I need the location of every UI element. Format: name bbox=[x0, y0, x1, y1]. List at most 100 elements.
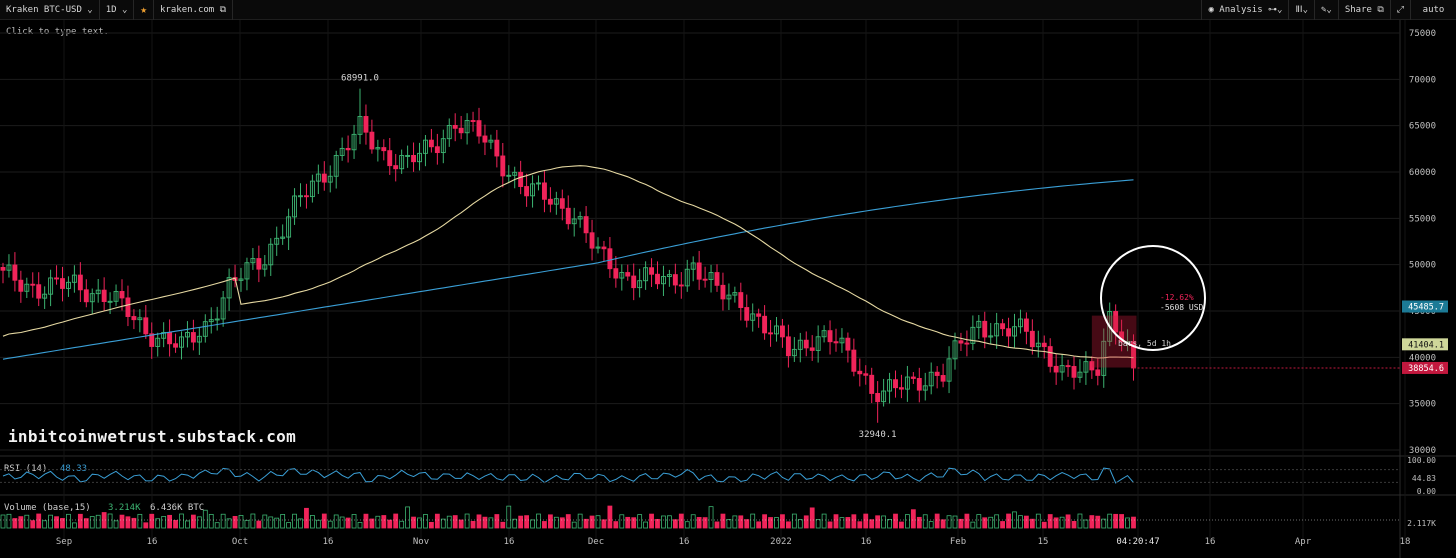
volume-bar bbox=[375, 515, 381, 529]
volume-bar bbox=[393, 513, 399, 529]
measure-pct: -12.62% bbox=[1160, 293, 1194, 302]
volume-bar bbox=[494, 514, 500, 529]
volume-bar bbox=[708, 506, 714, 529]
candle-body bbox=[327, 175, 333, 183]
volume-bar bbox=[1107, 513, 1113, 529]
candle-body bbox=[220, 297, 226, 320]
candle-body bbox=[42, 293, 48, 299]
candle-body bbox=[690, 262, 696, 270]
candle-body bbox=[369, 131, 375, 150]
auto-scale-button[interactable]: auto bbox=[1410, 0, 1456, 20]
volume-bar bbox=[988, 516, 994, 529]
volume-bar bbox=[1018, 515, 1023, 529]
volume-bar bbox=[83, 518, 89, 529]
chart-type-button[interactable]: ⅡⅠ⌄ bbox=[1288, 0, 1314, 20]
rsi-scale-bottom: 0.00 bbox=[1417, 487, 1436, 496]
candle-body bbox=[309, 180, 315, 198]
candle-body bbox=[417, 152, 422, 163]
candle-body bbox=[1107, 311, 1113, 342]
fullscreen-button[interactable]: ⤢ bbox=[1389, 0, 1410, 20]
candle-body bbox=[672, 274, 678, 286]
candle-body bbox=[613, 268, 619, 279]
candle-body bbox=[702, 278, 708, 281]
candle-body bbox=[571, 218, 577, 225]
volume-bar bbox=[327, 520, 333, 529]
candle-body bbox=[1047, 346, 1053, 367]
draw-button[interactable]: ✎⌄ bbox=[1314, 0, 1338, 20]
volume-bar bbox=[1047, 514, 1053, 529]
volume-bar bbox=[946, 515, 952, 529]
candle-body bbox=[756, 313, 762, 317]
candle-body bbox=[958, 340, 964, 344]
candle-body bbox=[12, 264, 18, 281]
x-tick-label: 2022 bbox=[770, 537, 792, 547]
candle-body bbox=[304, 195, 309, 198]
volume-label: Volume (base,15) bbox=[4, 503, 91, 513]
candle-body bbox=[286, 216, 292, 238]
candle-body bbox=[547, 198, 553, 205]
candle-body bbox=[1053, 365, 1059, 373]
candle-body bbox=[393, 165, 399, 170]
candle-body bbox=[637, 280, 643, 289]
candle-body bbox=[631, 275, 637, 289]
y-tick-label: 35000 bbox=[1409, 400, 1436, 410]
candle-body bbox=[143, 317, 149, 335]
symbol-selector[interactable]: Kraken BTC-USD ⌄ bbox=[0, 0, 100, 20]
favorite-button[interactable]: ★ bbox=[134, 0, 155, 20]
volume-bar bbox=[309, 515, 315, 529]
price-chart[interactable]: 7500070000650006000055000500004500040000… bbox=[0, 20, 1456, 558]
candle-body bbox=[48, 277, 54, 295]
source-link[interactable]: kraken.com ⧉ bbox=[154, 0, 234, 20]
volume-bar bbox=[649, 513, 654, 529]
volume-bar bbox=[869, 519, 875, 529]
y-tick-label: 30000 bbox=[1409, 446, 1436, 456]
candle-body bbox=[893, 379, 898, 389]
x-tick-label: Oct bbox=[232, 537, 248, 547]
volume-bar bbox=[518, 515, 524, 529]
volume-bar bbox=[137, 513, 143, 529]
candle-body bbox=[440, 138, 446, 154]
measure-box bbox=[1091, 315, 1137, 368]
ma200-line bbox=[2, 179, 1134, 360]
rsi-scale-top: 100.00 bbox=[1407, 456, 1436, 465]
candle-body bbox=[559, 198, 565, 209]
candle-body bbox=[714, 272, 720, 286]
analysis-button[interactable]: ◉ Analysis ⊶⌄ bbox=[1201, 0, 1288, 20]
candle-body bbox=[0, 266, 6, 271]
candle-body bbox=[785, 336, 791, 357]
volume-bar bbox=[1083, 519, 1089, 529]
volume-bar bbox=[173, 520, 178, 529]
symbol-label: Kraken BTC-USD bbox=[6, 4, 82, 15]
volume-bar bbox=[875, 515, 881, 529]
y-tick-label: 65000 bbox=[1409, 122, 1436, 132]
volume-bar bbox=[565, 514, 571, 529]
candles-icon: ⅡⅠ⌄ bbox=[1295, 5, 1308, 15]
volume-bar bbox=[952, 515, 958, 529]
x-tick-label: 16 bbox=[679, 537, 690, 547]
volume-bar bbox=[351, 514, 357, 529]
text-hint[interactable]: Click to type text. bbox=[6, 27, 109, 37]
volume-bar bbox=[482, 516, 488, 529]
x-tick-label: 04:20:47 bbox=[1116, 537, 1159, 547]
eye-icon: ◉ bbox=[1208, 5, 1220, 15]
candle-body bbox=[928, 371, 934, 387]
source-label: kraken.com bbox=[160, 4, 215, 15]
interval-selector[interactable]: 1D ⌄ bbox=[100, 0, 135, 20]
volume-bar bbox=[434, 513, 440, 529]
share-button[interactable]: Share ⧉ bbox=[1337, 0, 1390, 20]
volume-bar bbox=[851, 514, 857, 529]
x-tick-label: Feb bbox=[950, 537, 966, 547]
candle-body bbox=[1041, 342, 1047, 348]
price-label-bg bbox=[1402, 361, 1448, 374]
volume-bar bbox=[244, 519, 250, 529]
candle-body bbox=[815, 336, 821, 351]
candle-body bbox=[30, 283, 36, 286]
volume-bar bbox=[298, 518, 303, 529]
volume-bar bbox=[428, 521, 434, 529]
volume-bar bbox=[601, 519, 607, 529]
candle-body bbox=[940, 375, 946, 382]
candle-body bbox=[946, 358, 952, 382]
volume-bar bbox=[881, 515, 886, 529]
candle-body bbox=[101, 289, 107, 302]
volume-bar bbox=[976, 514, 982, 529]
